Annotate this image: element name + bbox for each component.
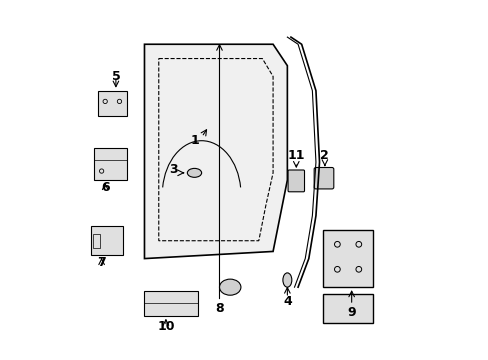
Text: 4: 4 xyxy=(283,295,291,308)
Text: 6: 6 xyxy=(101,181,109,194)
FancyBboxPatch shape xyxy=(98,91,126,116)
FancyBboxPatch shape xyxy=(91,226,123,255)
FancyBboxPatch shape xyxy=(144,291,198,316)
Text: 2: 2 xyxy=(320,149,328,162)
Bar xyxy=(93,234,100,248)
Text: 11: 11 xyxy=(287,149,305,162)
Ellipse shape xyxy=(187,168,201,177)
Text: 1: 1 xyxy=(190,134,199,147)
Ellipse shape xyxy=(283,273,291,287)
Ellipse shape xyxy=(219,279,241,295)
FancyBboxPatch shape xyxy=(287,170,304,192)
Text: 5: 5 xyxy=(111,70,120,83)
Text: 10: 10 xyxy=(157,320,174,333)
FancyBboxPatch shape xyxy=(313,167,333,189)
Text: 3: 3 xyxy=(168,163,177,176)
PathPatch shape xyxy=(144,44,287,258)
Text: 8: 8 xyxy=(215,302,224,315)
Bar xyxy=(323,230,372,287)
Bar xyxy=(323,294,372,323)
FancyBboxPatch shape xyxy=(94,148,126,180)
Text: 7: 7 xyxy=(97,256,106,269)
Text: 9: 9 xyxy=(346,306,355,319)
